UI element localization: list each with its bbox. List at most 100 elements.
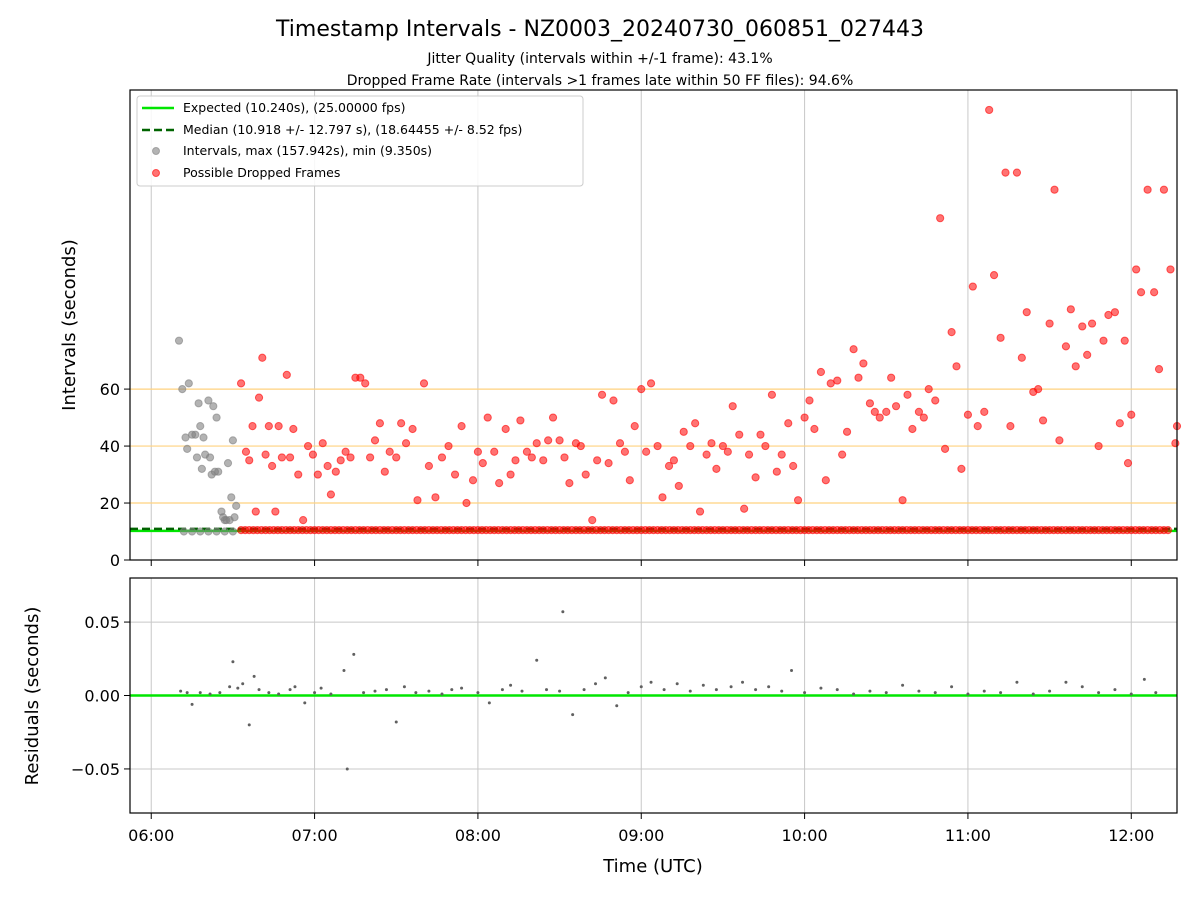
residuals-x-ticks: 06:00 07:00 08:00 09:00 10:00 11:00 12:00 <box>128 813 1154 845</box>
residual-point <box>1015 680 1019 684</box>
legend-median-label: Median (10.918 +/- 12.797 s), (18.64455 … <box>183 122 522 137</box>
interval-point <box>196 422 205 431</box>
dropped-frame-point <box>268 461 277 471</box>
residual-point <box>414 691 418 695</box>
dropped-frame-point <box>401 439 411 448</box>
residual-point <box>460 686 464 690</box>
dropped-frame-point <box>303 441 313 451</box>
interval-point <box>174 336 184 345</box>
dropped-frame-point <box>473 447 483 456</box>
residual-point <box>819 686 823 690</box>
y-tick-label: 0.00 <box>84 687 120 706</box>
residual-point <box>901 683 905 687</box>
dropped-frame-point <box>800 413 809 422</box>
dropped-frame-point <box>816 367 826 377</box>
dropped-frame-point <box>588 516 597 525</box>
dropped-frame-point <box>548 413 558 422</box>
residual-point <box>999 691 1003 695</box>
residual-point <box>688 689 692 693</box>
residual-point <box>701 683 705 687</box>
dropped-frame-point <box>625 476 634 485</box>
dropped-frame-point <box>1159 185 1169 194</box>
dropped-frame-point <box>744 450 754 459</box>
dropped-frame-point <box>483 413 492 422</box>
interval-point <box>227 493 236 502</box>
dropped-frame-point <box>609 396 618 405</box>
dropped-frame-point <box>581 470 590 479</box>
dropped-frame-point <box>669 456 679 465</box>
dropped-frame-point <box>331 467 340 476</box>
legend-expected-label: Expected (10.240s), (25.00000 fps) <box>183 100 405 115</box>
y-tick-label: 40 <box>100 437 120 456</box>
residual-point <box>440 692 444 696</box>
dropped-frame-point <box>424 461 434 471</box>
residuals-y-ticks: −0.05 0.00 0.05 <box>71 613 130 779</box>
x-tick-label: 07:00 <box>292 826 338 845</box>
dropped-frame-point <box>468 476 478 485</box>
dropped-frame-point <box>1045 319 1054 328</box>
dropped-frame-point <box>1022 308 1031 317</box>
dropped-frame-point <box>490 447 499 456</box>
dropped-frame-point <box>1071 362 1080 371</box>
dropped-frame-point <box>664 461 674 471</box>
x-tick-label: 06:00 <box>128 826 174 845</box>
dropped-frame-point <box>294 470 303 479</box>
interval-point <box>223 459 233 468</box>
dropped-frame-point <box>756 430 765 439</box>
dropped-frame-point <box>308 450 318 459</box>
residual-point <box>319 686 323 690</box>
dropped-frame-point <box>973 422 982 431</box>
residual-point <box>247 723 251 727</box>
dropped-frame-point <box>1012 168 1022 177</box>
residual-point <box>852 692 856 696</box>
dropped-frame-point <box>248 422 257 431</box>
interval-point <box>179 527 189 536</box>
dropped-frame-point <box>1038 416 1048 425</box>
dropped-frame-point <box>593 456 602 465</box>
dropped-frame-point <box>646 379 656 388</box>
dropped-frame-point <box>1171 439 1180 448</box>
interval-point <box>204 527 213 536</box>
interval-point <box>232 501 241 510</box>
interval-point <box>197 464 206 473</box>
dropped-frame-point <box>810 424 819 434</box>
residual-point <box>558 689 562 693</box>
legend-dropped-marker <box>152 169 160 177</box>
dropped-frame-point <box>620 447 630 456</box>
interval-point <box>196 527 205 536</box>
interval-point <box>228 527 238 536</box>
dropped-frame-point <box>1099 336 1108 345</box>
dropped-frame-point <box>1143 185 1152 194</box>
dropped-frame-point <box>336 456 345 465</box>
dropped-frame-point <box>277 453 287 462</box>
dropped-frame-point <box>679 427 688 436</box>
dropped-frame-point <box>457 422 466 431</box>
residual-point <box>1097 691 1101 695</box>
dropped-frame-point <box>686 441 695 451</box>
intervals-y-axis-label: Intervals (seconds) <box>59 239 80 411</box>
dropped-frame-point <box>1055 436 1064 445</box>
dropped-frame-point <box>413 496 422 505</box>
residual-point <box>868 689 872 693</box>
residual-point <box>1129 692 1133 696</box>
dropped-frame-point <box>957 464 966 473</box>
x-tick-label: 08:00 <box>455 826 501 845</box>
dropped-frame-point <box>1001 168 1010 177</box>
residual-point <box>293 685 297 689</box>
dropped-frame-point <box>691 419 700 428</box>
dropped-frame-point <box>544 436 553 445</box>
dropped-frame-point <box>642 447 651 456</box>
dropped-frame-point <box>772 467 781 476</box>
dropped-frame-point <box>501 424 510 434</box>
dropped-frame-point <box>326 490 336 499</box>
dropped-frame-point <box>437 453 447 462</box>
intervals-x-ticks <box>150 560 1132 566</box>
dropped-frame-point <box>419 379 429 388</box>
dropped-frame-point <box>392 453 401 462</box>
residual-point <box>509 683 513 687</box>
dropped-frame-point <box>653 441 662 451</box>
interval-point <box>187 527 197 536</box>
dropped-frame-point <box>1087 319 1097 328</box>
dropped-frame-point <box>887 373 896 382</box>
legend-intervals-label: Intervals, max (157.942s), min (9.350s) <box>183 143 432 158</box>
